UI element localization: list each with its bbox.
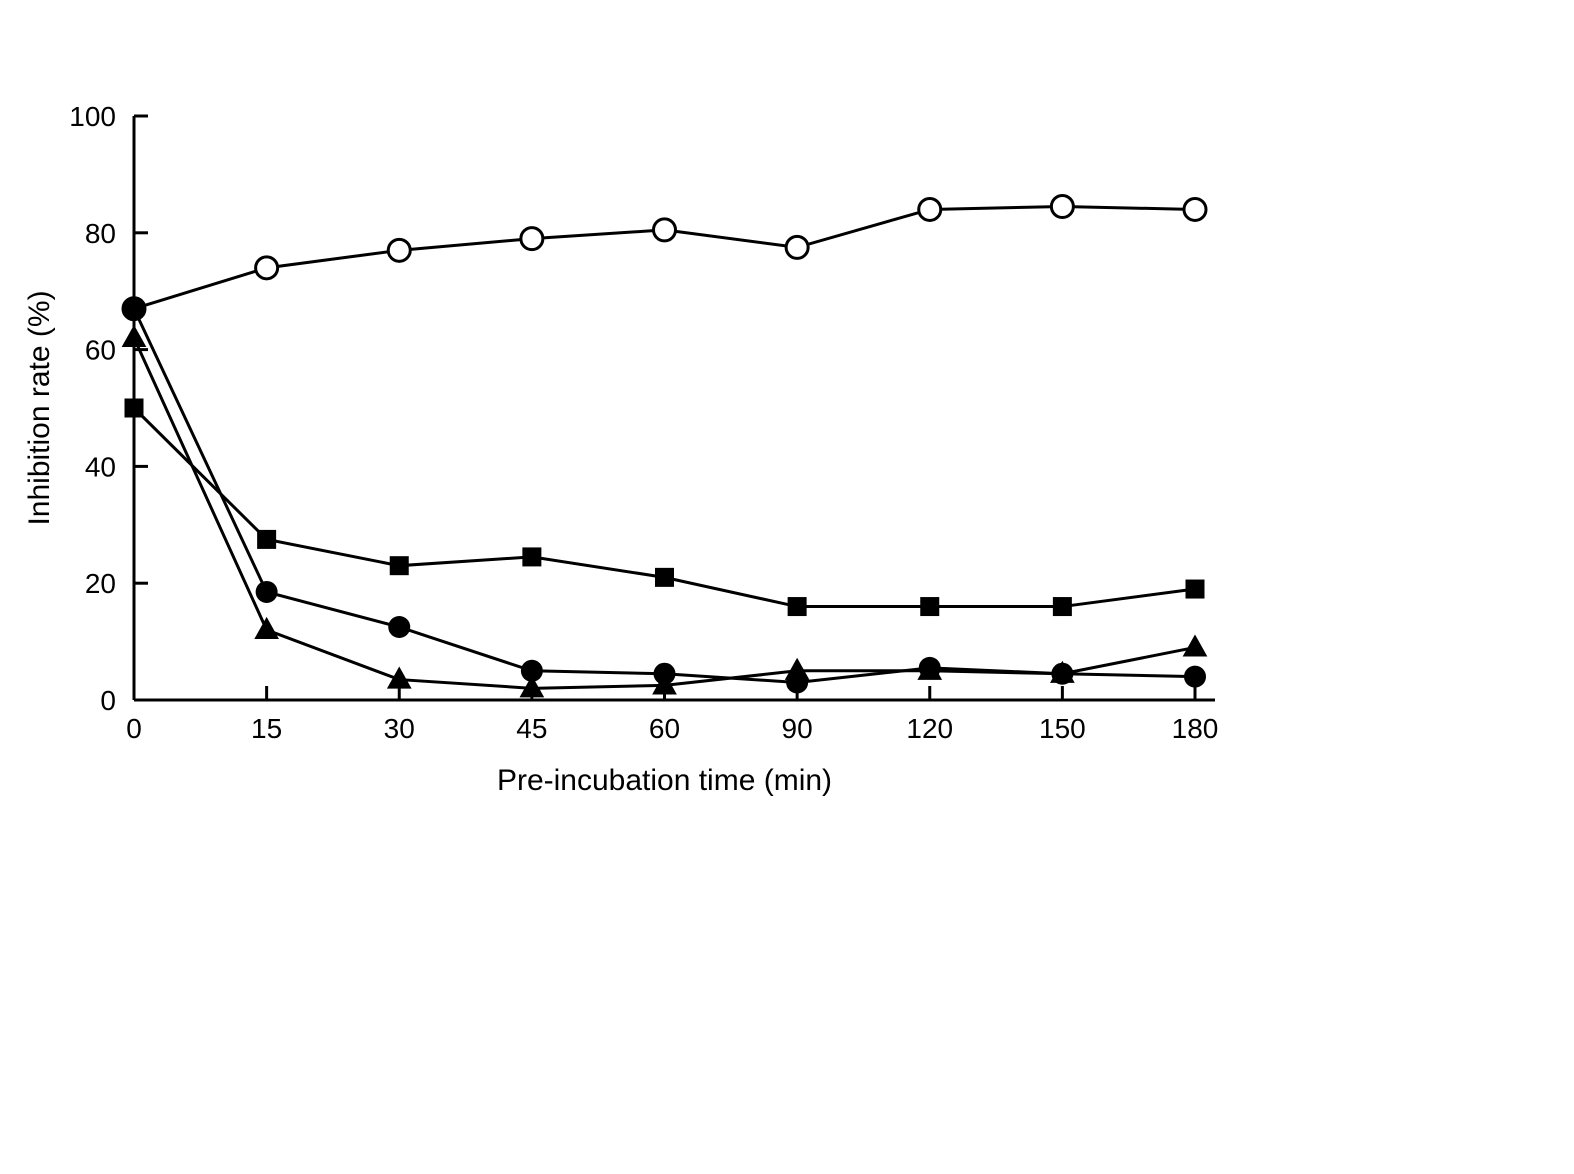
x-tick-label: 150 — [1039, 713, 1086, 744]
marker-filled-triangle — [785, 658, 810, 680]
y-tick-label: 80 — [85, 218, 116, 249]
marker-open-circle — [388, 239, 410, 261]
marker-open-circle — [1184, 198, 1206, 220]
marker-open-circle — [654, 219, 676, 241]
marker-filled-circle — [388, 616, 410, 638]
marker-filled-triangle — [254, 617, 279, 639]
y-tick-label: 60 — [85, 335, 116, 366]
marker-open-circle — [256, 257, 278, 279]
x-tick-label: 45 — [516, 713, 547, 744]
series-line-filled-triangle — [134, 338, 1195, 688]
marker-filled-square — [655, 568, 674, 587]
y-axis-label: Inhibition rate (%) — [23, 290, 56, 525]
series-line-filled-circle — [134, 309, 1195, 683]
marker-filled-circle — [1184, 666, 1206, 688]
marker-filled-square — [920, 597, 939, 616]
marker-filled-square — [522, 547, 541, 566]
line-chart: 0 20 40 60 80 100 0 15 30 45 60 90 120 150 180 Pre-incu… — [0, 0, 1574, 1174]
marker-filled-square — [1053, 597, 1072, 616]
x-tick-label: 60 — [649, 713, 680, 744]
marker-open-circle — [521, 228, 543, 250]
x-tick-label: 180 — [1172, 713, 1219, 744]
x-tick-label: 15 — [251, 713, 282, 744]
marker-open-circle — [1051, 196, 1073, 218]
marker-filled-triangle — [1183, 634, 1208, 656]
marker-filled-square — [788, 597, 807, 616]
marker-filled-square — [125, 399, 144, 418]
chart-container: 0 20 40 60 80 100 0 15 30 45 60 90 120 150 180 Pre-incu… — [0, 0, 1574, 1174]
marker-filled-square — [1186, 580, 1205, 599]
x-tick-label: 30 — [384, 713, 415, 744]
x-tick-label: 90 — [782, 713, 813, 744]
y-tick-label: 100 — [69, 101, 116, 132]
marker-open-circle — [919, 198, 941, 220]
marker-filled-circle — [123, 298, 145, 320]
y-tick-label: 40 — [85, 451, 116, 482]
marker-filled-square — [390, 556, 409, 575]
y-tick-label: 0 — [100, 685, 116, 716]
y-tick-label: 20 — [85, 568, 116, 599]
marker-filled-circle — [256, 581, 278, 603]
x-tick-label: 120 — [906, 713, 953, 744]
marker-open-circle — [786, 236, 808, 258]
marker-filled-square — [257, 530, 276, 549]
x-tick-label: 0 — [126, 713, 142, 744]
x-axis-label: Pre-incubation time (min) — [497, 764, 832, 797]
